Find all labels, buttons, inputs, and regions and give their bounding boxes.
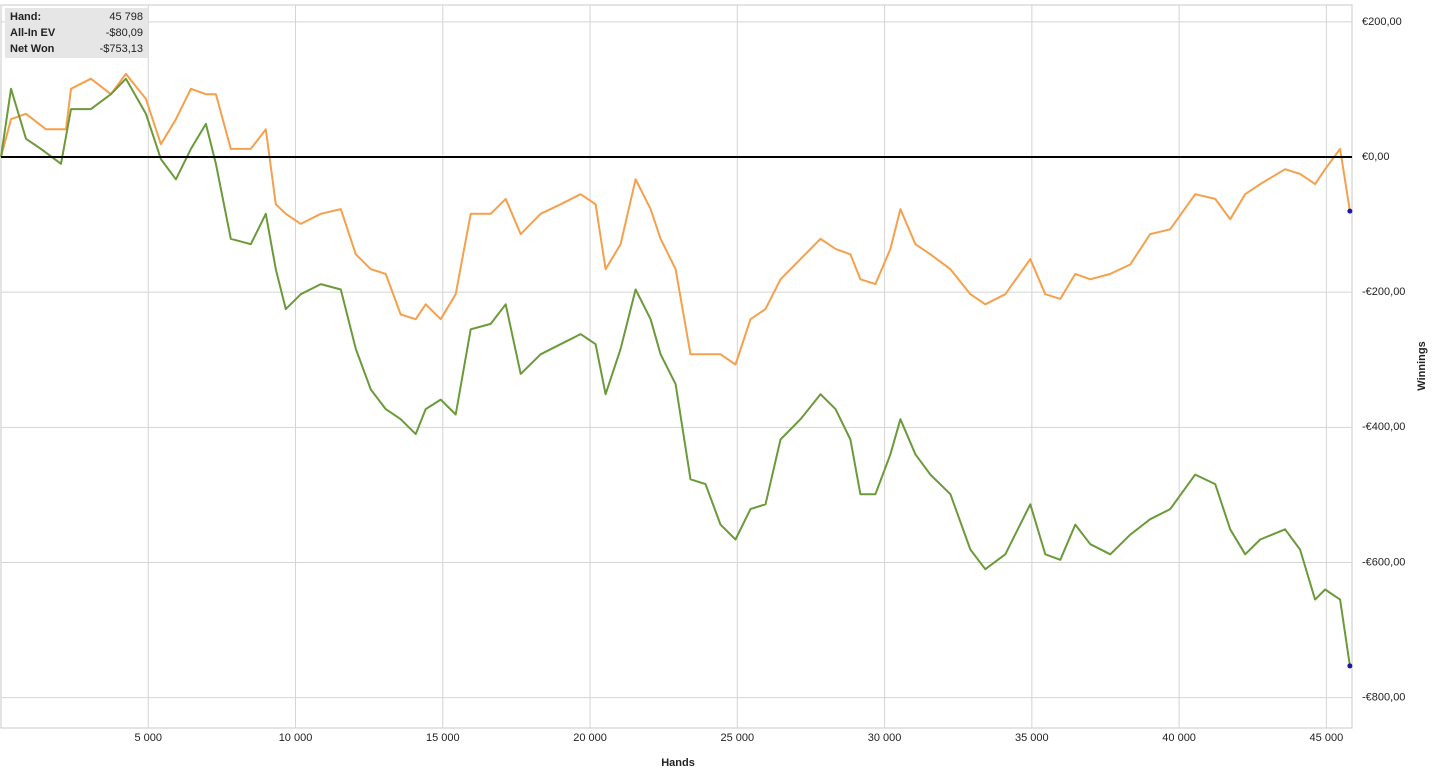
series-line bbox=[0, 77, 1351, 667]
end-marker bbox=[1347, 663, 1353, 669]
y-tick-label: -€400,00 bbox=[1362, 421, 1405, 433]
x-axis-label: Hands bbox=[661, 757, 695, 769]
y-tick-label: €0,00 bbox=[1362, 151, 1390, 163]
x-tick-label: 45 000 bbox=[1310, 732, 1344, 744]
x-tick-label: 25 000 bbox=[720, 732, 754, 744]
x-tick-label: 5 000 bbox=[134, 732, 162, 744]
x-tick-label: 15 000 bbox=[426, 732, 460, 744]
info-box: Hand: 45 798 All-In EV -$80,09 Net Won -$753,… bbox=[5, 8, 148, 58]
info-value: -$80,09 bbox=[106, 27, 143, 39]
info-box-bg bbox=[5, 8, 148, 58]
series-line bbox=[0, 72, 1351, 366]
info-key: All-In EV bbox=[10, 27, 56, 39]
end-marker bbox=[1347, 208, 1353, 214]
x-tick-label: 35 000 bbox=[1015, 732, 1049, 744]
y-tick-label: €200,00 bbox=[1362, 16, 1402, 28]
lines bbox=[0, 72, 1353, 669]
x-tick-label: 10 000 bbox=[279, 732, 313, 744]
y-tick-label: -€800,00 bbox=[1362, 691, 1405, 703]
info-key: Hand: bbox=[10, 11, 41, 23]
x-tick-label: 30 000 bbox=[868, 732, 902, 744]
y-tick-label: -€600,00 bbox=[1362, 556, 1405, 568]
info-value: -$753,13 bbox=[100, 43, 143, 55]
info-value: 45 798 bbox=[109, 11, 143, 23]
y-axis-label: Winnings bbox=[1416, 341, 1428, 390]
x-tick-label: 20 000 bbox=[573, 732, 607, 744]
plot-area bbox=[0, 4, 1353, 729]
y-tick-label: -€200,00 bbox=[1362, 286, 1405, 298]
info-key: Net Won bbox=[10, 43, 55, 55]
x-tick-label: 40 000 bbox=[1162, 732, 1196, 744]
